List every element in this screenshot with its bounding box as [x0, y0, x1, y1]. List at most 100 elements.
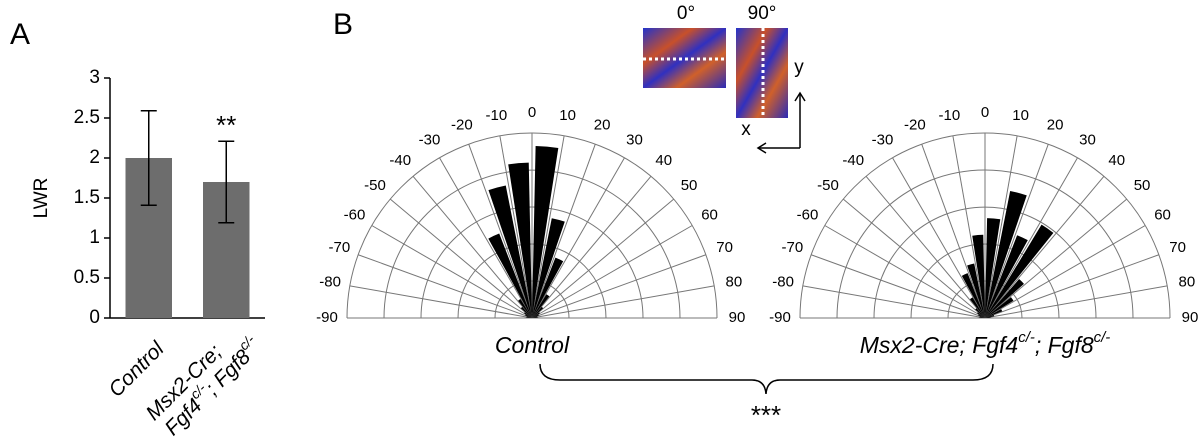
angle-label: 90 [1182, 309, 1198, 326]
angle-label: 60 [1154, 206, 1171, 223]
angle-label: -50 [817, 177, 839, 194]
panel-label: B [333, 8, 353, 41]
angle-label: 80 [1179, 273, 1196, 290]
rose-wedge [524, 312, 532, 318]
angle-label: 10 [1012, 107, 1029, 124]
bracket [539, 363, 994, 395]
angle-label: 30 [626, 131, 643, 148]
angle-label: -90 [769, 309, 791, 326]
y-tick-label: 2 [89, 147, 100, 168]
rose-wedge [972, 234, 985, 318]
rose-wedge [532, 306, 544, 318]
rose-wedge [532, 317, 538, 318]
angle-label: -10 [939, 107, 961, 124]
angle-label: 40 [1108, 152, 1125, 169]
angle-label: 80 [726, 273, 743, 290]
grid-spoke [865, 175, 986, 319]
angle-label: 60 [701, 206, 718, 223]
rose-wedge [526, 317, 532, 318]
grid-spoke [984, 135, 1018, 319]
grid-spoke [892, 157, 986, 319]
angle-label: 70 [1169, 239, 1186, 256]
grid-spoke [952, 135, 986, 319]
axes-arrows [756, 91, 806, 154]
grid-spoke [984, 254, 1160, 319]
y-tick-label: 2.5 [74, 107, 100, 128]
rose-wedge [985, 190, 1027, 318]
rose-wedge [985, 224, 1054, 318]
grid-spoke [984, 285, 1168, 319]
rose-wedge [508, 162, 532, 318]
grid-spoke [371, 225, 533, 319]
angle-label: 50 [1134, 177, 1151, 194]
rose-wedge [488, 185, 532, 318]
grid-spoke [499, 135, 533, 319]
rose-wedge [985, 309, 1003, 318]
grid-spoke [412, 175, 533, 319]
angle-label: 20 [594, 116, 611, 133]
rose-wedge [985, 315, 995, 318]
grid-spoke [842, 198, 986, 319]
angle-label: 20 [1047, 116, 1064, 133]
grid-spoke [531, 285, 715, 319]
rose-wedge [969, 297, 985, 318]
grid-spoke [984, 198, 1128, 319]
angle-label: -30 [419, 131, 441, 148]
rose-wedge [525, 314, 532, 318]
angle-label: -80 [319, 273, 341, 290]
y-tick-label: 3 [89, 67, 100, 88]
x-tick-label: Msx2-Cre; Fgf4c/-; Fgf8c/- [141, 317, 266, 442]
rose-wedge [532, 316, 538, 318]
rose-wedge [532, 218, 565, 318]
angle-label: -20 [451, 116, 473, 133]
significance: ** [216, 110, 236, 140]
angle-label: -70 [329, 239, 351, 256]
grid-spoke [531, 143, 596, 319]
rose-wedge [961, 273, 985, 318]
rose-wedge [977, 312, 985, 318]
axis-label: y [794, 57, 804, 78]
grid-spoke [802, 285, 986, 319]
angle-label: -50 [364, 177, 386, 194]
angle-label: -10 [486, 107, 508, 124]
rose-wedge [985, 218, 1001, 318]
y-tick-label: 0 [89, 307, 100, 328]
grid-spoke [824, 225, 986, 319]
angle-label: -30 [872, 131, 894, 148]
angle-label: -70 [782, 239, 804, 256]
significance: *** [751, 400, 781, 430]
angle-label: -90 [316, 309, 338, 326]
grid-spoke [389, 198, 533, 319]
grid-spoke [531, 157, 625, 319]
rose-wedge [985, 279, 1024, 318]
rose-wedge [985, 297, 1014, 318]
angle-label: -20 [904, 116, 926, 133]
grid-spoke [468, 143, 533, 319]
y-tick-label: 0.5 [74, 267, 100, 288]
inset-label: 90° [748, 3, 777, 24]
grid-spoke [439, 157, 533, 319]
rose-wedge [975, 308, 985, 318]
rose-wedge [985, 317, 991, 318]
rose-wedge [979, 316, 985, 318]
grid-spoke [531, 198, 675, 319]
rose-wedge [532, 294, 550, 318]
rose-wedge [967, 263, 985, 318]
angle-label: 0 [981, 104, 989, 121]
grid-spoke [810, 254, 986, 319]
angle-label: 40 [655, 152, 672, 169]
rose-wedge [978, 314, 985, 318]
rose-wedge [518, 299, 532, 318]
angle-label: 90 [729, 309, 746, 326]
inset-label: 0° [677, 3, 695, 24]
rose-wedge [526, 316, 532, 318]
rose-wedge [532, 312, 540, 318]
grid-spoke [984, 175, 1105, 319]
grid-spoke [984, 157, 1078, 319]
grid-spoke [531, 225, 693, 319]
angle-label: -60 [797, 206, 819, 223]
grid-spoke [349, 285, 533, 319]
chart-title: Control [495, 332, 570, 358]
angle-label: 10 [559, 107, 576, 124]
